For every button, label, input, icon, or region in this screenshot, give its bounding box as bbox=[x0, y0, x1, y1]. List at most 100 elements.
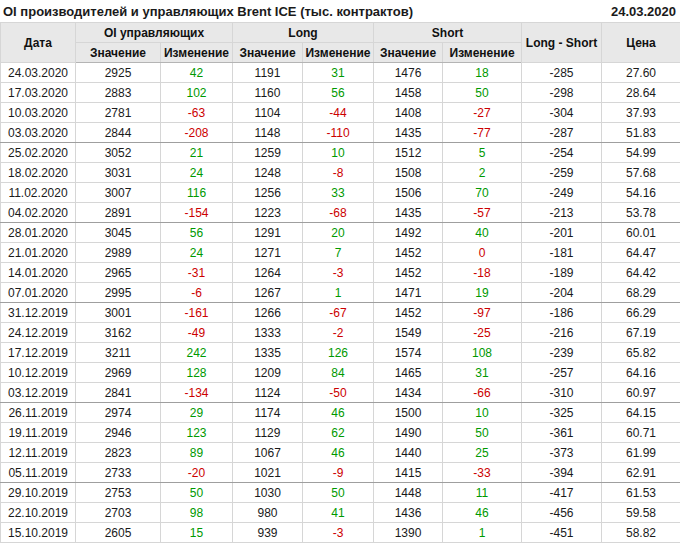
table-row: 26.11.2019 2974 29 1174 46 1500 10 -325 … bbox=[1, 403, 680, 423]
cell-oi-value: 3001 bbox=[76, 303, 161, 323]
cell-oi-value: 2823 bbox=[76, 443, 161, 463]
col-header-long-change: Изменение bbox=[303, 43, 374, 63]
cell-long-short: -310 bbox=[522, 383, 602, 403]
cell-long-change: 46 bbox=[303, 403, 374, 423]
cell-short-change: -27 bbox=[443, 103, 522, 123]
cell-oi-change: 89 bbox=[161, 443, 233, 463]
cell-oi-value: 2703 bbox=[76, 503, 161, 523]
cell-long-short: -213 bbox=[522, 203, 602, 223]
cell-short-value: 1452 bbox=[374, 243, 443, 263]
cell-oi-change: -49 bbox=[161, 323, 233, 343]
cell-short-value: 1506 bbox=[374, 183, 443, 203]
cell-oi-change: -20 bbox=[161, 463, 233, 483]
col-header-short-change: Изменение bbox=[443, 43, 522, 63]
cell-long-change: -9 bbox=[303, 463, 374, 483]
cell-oi-change: 102 bbox=[161, 83, 233, 103]
cell-oi-value: 2995 bbox=[76, 283, 161, 303]
col-header-long-value: Значение bbox=[233, 43, 303, 63]
cell-oi-value: 2753 bbox=[76, 483, 161, 503]
cell-short-change: -57 bbox=[443, 203, 522, 223]
cell-oi-value: 2844 bbox=[76, 123, 161, 143]
cell-price: 57.68 bbox=[602, 163, 680, 183]
cell-oi-value: 3007 bbox=[76, 183, 161, 203]
cell-date: 14.01.2020 bbox=[1, 263, 76, 283]
cell-date: 24.03.2020 bbox=[1, 63, 76, 83]
table-row: 12.11.2019 2823 89 1067 46 1440 25 -373 … bbox=[1, 443, 680, 463]
cell-oi-value: 2925 bbox=[76, 63, 161, 83]
cell-short-value: 1408 bbox=[374, 103, 443, 123]
cell-price: 60.71 bbox=[602, 423, 680, 443]
cell-long-value: 939 bbox=[233, 523, 303, 543]
cell-oi-change: 123 bbox=[161, 423, 233, 443]
table-row: 05.11.2019 2733 -20 1021 -9 1415 -33 -39… bbox=[1, 463, 680, 483]
cell-long-short: -325 bbox=[522, 403, 602, 423]
cell-long-value: 1259 bbox=[233, 143, 303, 163]
cell-short-value: 1435 bbox=[374, 203, 443, 223]
cell-price: 64.15 bbox=[602, 403, 680, 423]
cell-long-change: 7 bbox=[303, 243, 374, 263]
cell-short-change: -66 bbox=[443, 383, 522, 403]
cell-oi-value: 2841 bbox=[76, 383, 161, 403]
table-row: 03.12.2019 2841 -134 1124 -50 1434 -66 -… bbox=[1, 383, 680, 403]
cell-price: 54.16 bbox=[602, 183, 680, 203]
cell-short-value: 1458 bbox=[374, 83, 443, 103]
cell-long-value: 1129 bbox=[233, 423, 303, 443]
cell-price: 67.19 bbox=[602, 323, 680, 343]
cell-long-change: 10 bbox=[303, 143, 374, 163]
cell-oi-change: -6 bbox=[161, 283, 233, 303]
cell-date: 25.02.2020 bbox=[1, 143, 76, 163]
cell-oi-change: 29 bbox=[161, 403, 233, 423]
cell-long-change: 33 bbox=[303, 183, 374, 203]
cell-short-value: 1435 bbox=[374, 123, 443, 143]
cell-oi-change: 21 bbox=[161, 143, 233, 163]
cell-long-value: 1191 bbox=[233, 63, 303, 83]
cell-long-short: -257 bbox=[522, 363, 602, 383]
table-row: 04.02.2020 2891 -154 1223 -68 1435 -57 -… bbox=[1, 203, 680, 223]
cell-long-short: -285 bbox=[522, 63, 602, 83]
cell-date: 22.10.2019 bbox=[1, 503, 76, 523]
cell-short-change: 2 bbox=[443, 163, 522, 183]
cell-short-value: 1500 bbox=[374, 403, 443, 423]
cell-oi-value: 3052 bbox=[76, 143, 161, 163]
cell-date: 19.11.2019 bbox=[1, 423, 76, 443]
table-row: 19.11.2019 2946 123 1129 62 1490 50 -361… bbox=[1, 423, 680, 443]
cell-date: 03.12.2019 bbox=[1, 383, 76, 403]
cell-date: 03.03.2020 bbox=[1, 123, 76, 143]
cell-short-change: -33 bbox=[443, 463, 522, 483]
cell-long-value: 1264 bbox=[233, 263, 303, 283]
cell-short-change: -18 bbox=[443, 263, 522, 283]
cell-long-change: 46 bbox=[303, 443, 374, 463]
cell-long-change: -67 bbox=[303, 303, 374, 323]
cell-long-value: 1291 bbox=[233, 223, 303, 243]
cell-long-short: -298 bbox=[522, 83, 602, 103]
cell-long-short: -394 bbox=[522, 463, 602, 483]
cell-long-change: 50 bbox=[303, 483, 374, 503]
cell-short-value: 1471 bbox=[374, 283, 443, 303]
table-row: 24.12.2019 3162 -49 1333 -2 1549 -25 -21… bbox=[1, 323, 680, 343]
cell-short-value: 1415 bbox=[374, 463, 443, 483]
cell-long-change: -2 bbox=[303, 323, 374, 343]
table-row: 24.03.2020 2925 42 1191 31 1476 18 -285 … bbox=[1, 63, 680, 83]
col-group-short: Short bbox=[374, 23, 522, 43]
cell-long-change: -44 bbox=[303, 103, 374, 123]
cell-short-change: 18 bbox=[443, 63, 522, 83]
cell-long-short: -259 bbox=[522, 163, 602, 183]
cell-date: 31.12.2019 bbox=[1, 303, 76, 323]
cell-oi-value: 3031 bbox=[76, 163, 161, 183]
cell-short-change: 46 bbox=[443, 503, 522, 523]
cell-short-value: 1574 bbox=[374, 343, 443, 363]
cell-price: 65.82 bbox=[602, 343, 680, 363]
cell-price: 53.78 bbox=[602, 203, 680, 223]
cell-long-change: 62 bbox=[303, 423, 374, 443]
cell-long-short: -304 bbox=[522, 103, 602, 123]
report-date: 24.03.2020 bbox=[611, 4, 676, 19]
cell-oi-change: -134 bbox=[161, 383, 233, 403]
cell-short-change: 25 bbox=[443, 443, 522, 463]
cell-short-change: 31 bbox=[443, 363, 522, 383]
cell-long-change: 84 bbox=[303, 363, 374, 383]
cell-short-value: 1465 bbox=[374, 363, 443, 383]
cell-oi-value: 2883 bbox=[76, 83, 161, 103]
cell-price: 58.82 bbox=[602, 523, 680, 543]
cell-long-change: -50 bbox=[303, 383, 374, 403]
cell-price: 62.91 bbox=[602, 463, 680, 483]
